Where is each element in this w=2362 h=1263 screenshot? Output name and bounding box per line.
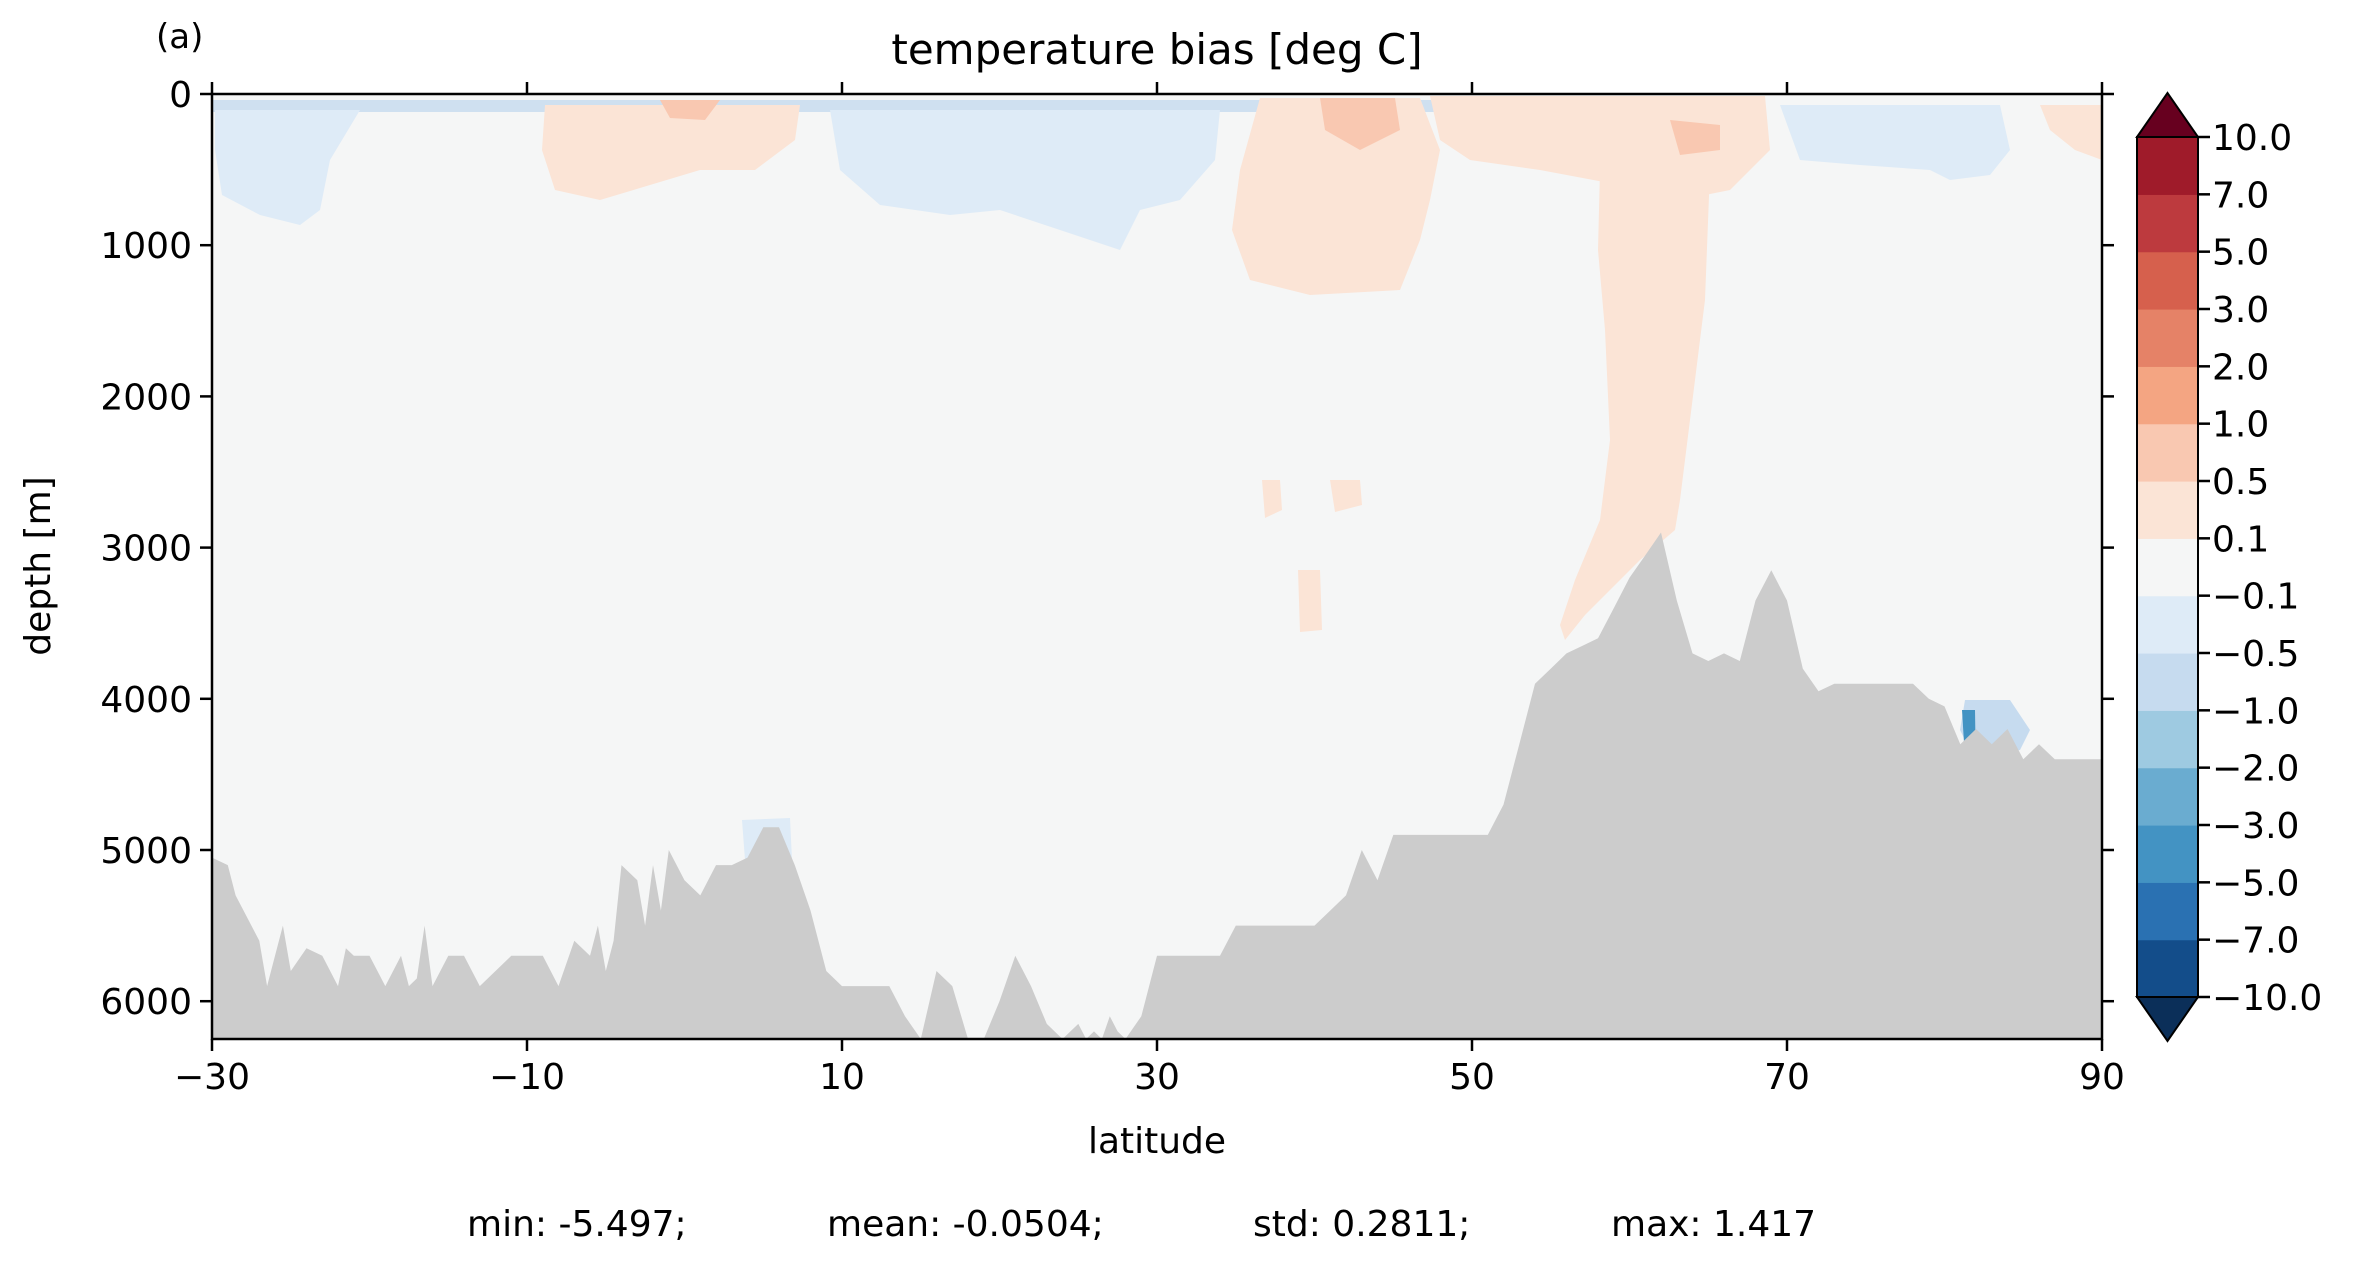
warm-core-high-latitude — [1670, 120, 1720, 155]
colorbar-tick-label: 0.5 — [2212, 462, 2269, 503]
y-tick-label: 1000 — [100, 226, 192, 267]
stat-mean: mean: -0.0504; — [827, 1204, 1104, 1245]
colorbar-segment — [2137, 882, 2198, 941]
colorbar-segment — [2137, 481, 2198, 539]
warm-patch-subtropical-upper — [542, 105, 800, 200]
warm-plume-midlatitude — [1232, 98, 1440, 295]
colorbar-tick-label: −5.0 — [2212, 863, 2299, 904]
colorbar-tick-label: 3.0 — [2212, 290, 2269, 331]
colorbar-tick-label: 2.0 — [2212, 347, 2269, 388]
colorbar-segment — [2137, 767, 2198, 826]
panel-label: (a) — [156, 17, 203, 57]
colorbar-tick-label: −1.0 — [2212, 691, 2299, 732]
colorbar: −10.0 −7.0 −5.0 −3.0 −2.0 −1.0 −0.5 −0.1 0.1 0.5 1… — [2135, 91, 2322, 1043]
y-tick-label: 6000 — [100, 982, 192, 1023]
cold-patch-equatorial-upper — [830, 110, 1220, 250]
stat-std: std: 0.2811; — [1253, 1204, 1470, 1245]
warm-patch-polar-surface — [2040, 105, 2102, 160]
colorbar-segment — [2137, 939, 2198, 998]
colorbar-segment — [2137, 137, 2198, 195]
colorbar-segment — [2137, 595, 2198, 654]
colorbar-segment — [2137, 309, 2198, 367]
colorbar-extend-under — [2135, 996, 2200, 1043]
colorbar-tick-label: −0.5 — [2212, 634, 2299, 675]
colorbar-segment — [2137, 194, 2198, 253]
stat-min: min: -5.497; — [467, 1204, 687, 1245]
y-tick-label: 5000 — [100, 831, 192, 872]
colorbar-tick-label: 5.0 — [2212, 233, 2269, 274]
y-axis: 0 1000 2000 3000 4000 5000 6000 — [100, 75, 2114, 1023]
x-tick-label: −10 — [489, 1057, 565, 1098]
y-axis-label: depth [m] — [18, 476, 59, 655]
y-tick-label: 3000 — [100, 529, 192, 570]
y-tick-label: 4000 — [100, 680, 192, 721]
colorbar-segment — [2137, 423, 2198, 482]
colorbar-segment — [2137, 366, 2198, 425]
chart-title: temperature bias [deg C] — [891, 25, 1422, 74]
colorbar-segment — [2137, 653, 2198, 711]
colorbar-tick-label: 10.0 — [2212, 118, 2292, 159]
cold-patch-southern-upper — [215, 110, 360, 225]
colorbar-segment — [2137, 710, 2198, 769]
colorbar-segment — [2137, 538, 2198, 597]
colorbar-tick-label: −0.1 — [2212, 577, 2299, 618]
colorbar-tick-label: 0.1 — [2212, 519, 2269, 560]
colorbar-segment — [2137, 825, 2198, 883]
colorbar-tick-label: −7.0 — [2212, 921, 2299, 962]
colorbar-tick-label: −2.0 — [2212, 749, 2299, 790]
cold-patch-high-latitude — [1780, 105, 2010, 180]
y-tick-label: 2000 — [100, 377, 192, 418]
colorbar-tick-label: 1.0 — [2212, 405, 2269, 446]
colorbar-frame — [2136, 136, 2199, 998]
x-tick-label: 90 — [2079, 1057, 2125, 1098]
x-tick-label: 50 — [1449, 1057, 1495, 1098]
warm-spot-midlatitude-lower — [1298, 570, 1322, 632]
x-tick-label: 10 — [819, 1057, 865, 1098]
colorbar-tick-label: −3.0 — [2212, 806, 2299, 847]
y-tick-label: 0 — [169, 75, 192, 116]
x-tick-label: 30 — [1134, 1057, 1180, 1098]
colorbar-tick-label: −10.0 — [2212, 978, 2322, 1019]
land-mask — [212, 532, 2102, 1039]
stats-line: min: -5.497; mean: -0.0504; std: 0.2811;… — [467, 1204, 1816, 1245]
colorbar-tick-label: 7.0 — [2212, 175, 2269, 216]
x-axis: −30 −10 10 30 50 70 90 — [174, 82, 2125, 1098]
stat-max: max: 1.417 — [1611, 1204, 1816, 1245]
warm-spot-subtropical-deep — [1262, 480, 1282, 518]
plot-area — [212, 94, 2102, 1039]
x-axis-label: latitude — [1088, 1121, 1226, 1162]
warm-core-subtropical — [660, 100, 720, 120]
warm-deep-column — [1560, 170, 1710, 640]
warm-spot-midlatitude-deep — [1330, 480, 1362, 512]
warm-core-midlatitude — [1320, 98, 1400, 150]
colorbar-extend-over — [2135, 91, 2200, 138]
x-tick-label: 70 — [1764, 1057, 1810, 1098]
bias-field — [212, 96, 2102, 860]
colorbar-segment — [2137, 251, 2198, 310]
x-tick-label: −30 — [174, 1057, 250, 1098]
